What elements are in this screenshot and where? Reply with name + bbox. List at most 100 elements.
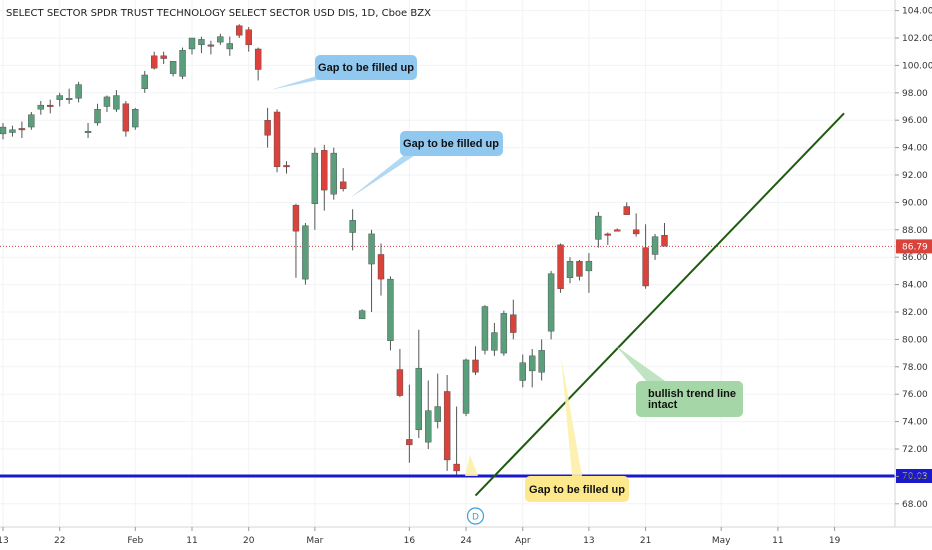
candle-body — [150, 55, 158, 69]
x-tick-label: 11 — [186, 536, 197, 546]
candle — [500, 310, 508, 356]
candle — [585, 253, 593, 293]
candle — [443, 375, 451, 471]
y-tick-label: 88.00 — [902, 226, 928, 236]
x-tick-label: 13 — [583, 536, 594, 546]
candle — [538, 339, 545, 381]
y-tick-label: 72.00 — [902, 445, 928, 455]
y-tick-label: 70.00 — [902, 472, 928, 482]
candle — [529, 348, 536, 388]
dividend-marker: D — [466, 507, 485, 525]
dividend-marker-label: D — [472, 513, 479, 523]
candle-body — [510, 314, 517, 333]
candle — [273, 109, 281, 173]
gap-callout-3-pointer — [561, 356, 582, 476]
candle-body — [453, 463, 460, 472]
y-tick-label: 104.00 — [902, 7, 932, 17]
candle-body — [47, 104, 54, 107]
support-line[interactable]: 70.03 — [0, 468, 932, 483]
y-tick-label: 96.00 — [902, 116, 928, 126]
candle — [65, 88, 73, 104]
candle-body — [566, 261, 574, 278]
candle — [169, 61, 177, 77]
candle — [132, 107, 139, 130]
gap-callout-3-pointer-2 — [465, 455, 478, 476]
x-tick-label: Mar — [306, 536, 323, 546]
candle — [37, 101, 44, 115]
dividend-marker-circle — [466, 507, 485, 525]
candle-body — [84, 130, 92, 133]
candle-body — [254, 48, 262, 70]
y-tick-label: 102.00 — [902, 34, 932, 44]
candle-body — [443, 391, 451, 461]
candle-body — [425, 410, 432, 443]
candle — [113, 90, 120, 112]
candle-body — [462, 359, 470, 414]
candle-body — [56, 95, 63, 100]
candle-body — [604, 233, 611, 236]
trend-line[interactable] — [474, 112, 845, 497]
candle — [377, 243, 385, 296]
candle — [661, 222, 668, 247]
candle-body — [217, 36, 224, 43]
candle — [349, 209, 356, 251]
trend-callout-text-line1: bullish trend line — [648, 388, 736, 400]
chart-title: SELECT SECTOR SPDR TRUST TECHNOLOGY SELE… — [6, 8, 431, 19]
y-tick-label: 82.00 — [902, 308, 928, 318]
candle — [245, 27, 252, 52]
candle-body — [311, 152, 319, 204]
candle — [340, 168, 347, 192]
candle — [368, 229, 375, 312]
candle — [632, 213, 640, 237]
candle — [264, 107, 271, 148]
gap-callout-3: Gap to be filled up — [465, 356, 629, 502]
callouts: Gap to be filled up Gap to be filled up Ga… — [270, 55, 743, 525]
y-tick-label: 68.00 — [902, 500, 928, 510]
candle — [198, 36, 205, 54]
candle-body — [18, 128, 26, 131]
candle-body — [642, 247, 649, 287]
candle — [623, 202, 630, 215]
x-tick-label: 16 — [404, 536, 416, 546]
candle-body — [113, 95, 120, 110]
candle — [103, 95, 111, 112]
gap-callout-1: Gap to be filled up — [270, 55, 417, 90]
candle-body — [340, 181, 347, 189]
y-tick-label: 76.00 — [902, 390, 928, 400]
x-tick-label: 20 — [243, 536, 255, 546]
y-tick-label: 98.00 — [902, 89, 928, 99]
candle-body — [94, 109, 101, 124]
candle — [557, 243, 564, 293]
candle — [0, 122, 7, 140]
candle — [651, 233, 659, 260]
candle-body — [245, 29, 252, 46]
candle-body — [500, 313, 508, 354]
candle-body — [557, 244, 564, 289]
candle-body — [132, 109, 139, 128]
candle-body — [188, 37, 196, 50]
y-tick-label: 92.00 — [902, 171, 928, 181]
candle-body — [75, 84, 82, 99]
candle-body — [37, 104, 44, 110]
candle-body — [273, 111, 281, 167]
candle-body — [632, 229, 640, 235]
bullish-trend-line — [474, 112, 845, 497]
candle — [56, 92, 63, 107]
gap-callout-1-box — [315, 55, 417, 80]
candle — [321, 144, 328, 211]
x-tick-label: Feb — [127, 536, 143, 546]
candle-body — [406, 439, 413, 446]
candle — [283, 161, 290, 174]
candle — [188, 37, 196, 55]
candle-body — [358, 310, 366, 320]
y-tick-label: 74.00 — [902, 418, 928, 428]
candle — [614, 228, 621, 232]
time-axis: 13 22 Feb 11 20 Mar 16 24 Apr 13 21 May 11 19 — [0, 526, 932, 546]
candle — [311, 147, 319, 230]
candle-body — [236, 25, 243, 36]
candle — [254, 47, 262, 81]
candle-body — [0, 126, 7, 135]
candle — [434, 373, 441, 429]
candle — [330, 147, 337, 200]
